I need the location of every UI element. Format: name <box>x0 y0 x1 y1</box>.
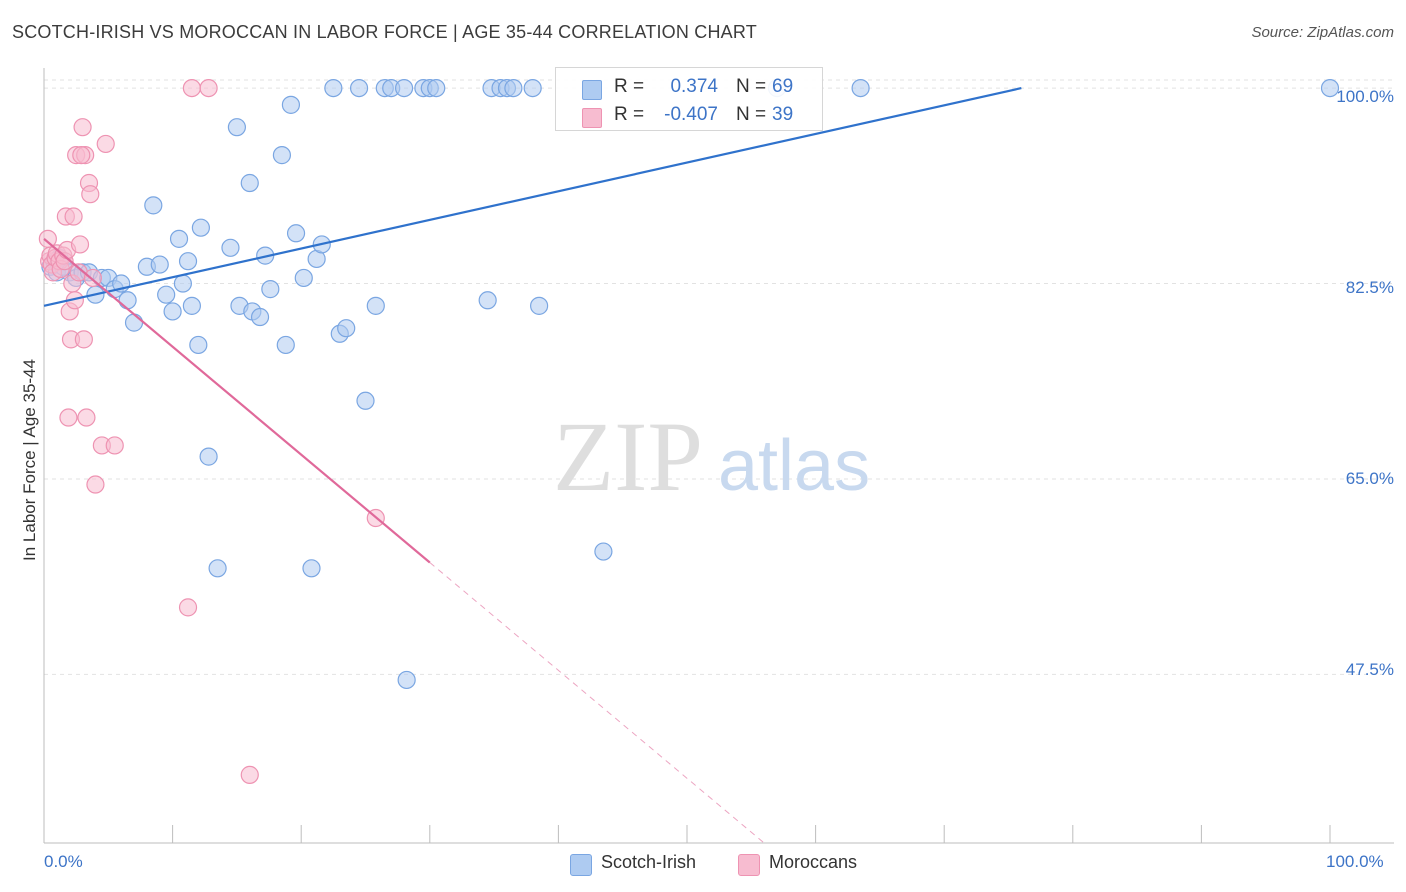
x-tick-label-100: 100.0% <box>1326 852 1384 871</box>
moroccan-point <box>182 79 201 98</box>
scotch-irish-point <box>118 291 137 310</box>
scotch-irish-point <box>189 335 208 355</box>
watermark-atlas: atlas <box>718 426 870 506</box>
legend-n-value: 39 <box>772 104 794 125</box>
scotch-irish-point <box>240 173 259 193</box>
moroccan-point <box>73 118 92 137</box>
moroccan-point <box>72 146 91 165</box>
x-tick-label-0: 0.0% <box>44 852 83 871</box>
scotch-irish-point <box>427 79 446 98</box>
moroccan-point <box>64 207 83 226</box>
y-tick-label-65: 65.0% <box>1345 469 1394 488</box>
legend-row-moroccans: R = -0.407 N = 39 <box>556 100 822 130</box>
correlation-legend: R = 0.374 N = 69 R = -0.407 N = 39 <box>555 67 823 131</box>
chart-title: SCOTCH-IRISH VS MOROCCAN IN LABOR FORCE … <box>12 22 757 42</box>
moroccan-point <box>96 134 115 154</box>
scotch-irish-point <box>337 319 356 338</box>
scotch-irish-point <box>144 196 163 215</box>
scotch-irish-point <box>227 118 246 137</box>
scotch-irish-point <box>394 79 414 98</box>
scotch-irish-point <box>286 224 306 243</box>
scotch-irish-point <box>356 391 375 410</box>
moroccan-point <box>178 598 198 617</box>
source-label: Source: ZipAtlas.com <box>1251 24 1394 41</box>
bottom-legend-moroccans: Moroccans <box>769 852 858 872</box>
scotch-irish-point <box>178 252 198 271</box>
scotch-irish-point <box>294 268 313 288</box>
y-tick-label-100: 100.0% <box>1336 87 1394 106</box>
legend-r-label: R = <box>614 76 645 97</box>
moroccan-point <box>86 475 105 494</box>
bottom-legend-scotch-irish: Scotch-Irish <box>601 852 697 872</box>
points-layer <box>38 79 1340 784</box>
scotch-irish-point <box>397 670 416 690</box>
moroccan-point <box>240 765 259 784</box>
watermark: ZIP atlas <box>553 401 870 512</box>
legend-n-label: N = <box>736 76 767 97</box>
scotch-irish-point <box>302 559 321 578</box>
moroccan-point <box>77 408 96 427</box>
moroccan-point <box>74 330 93 349</box>
legend-swatch-scotch-irish <box>582 80 602 100</box>
scotch-irish-point <box>261 280 280 299</box>
scotch-irish-point <box>324 79 343 98</box>
grid-layer <box>44 79 1394 675</box>
scotch-irish-point <box>150 255 169 274</box>
scotch-irish-point <box>191 218 210 237</box>
legend-n-value: 69 <box>772 76 794 97</box>
moroccan-trend-extension <box>429 562 765 844</box>
scotch-irish-point <box>173 274 192 293</box>
moroccan-point <box>59 408 78 427</box>
scotch-irish-point <box>250 307 270 327</box>
scotch-irish-point <box>523 79 542 98</box>
moroccan-point <box>105 436 124 455</box>
y-tick-label-47-5: 47.5% <box>1345 660 1394 679</box>
trend-layer <box>43 87 1022 844</box>
scotch-irish-point <box>169 229 189 248</box>
legend-n-label: N = <box>736 104 767 125</box>
scotch-irish-point <box>349 79 369 98</box>
scotch-irish-point <box>504 79 523 98</box>
scotch-irish-point <box>276 335 295 355</box>
scotch-irish-point <box>272 146 292 165</box>
scotch-irish-point <box>1320 79 1340 98</box>
scotch-irish-trend-line <box>43 87 1022 307</box>
scotch-irish-point <box>208 559 227 578</box>
bottom-legend-swatch-scotch-irish <box>570 854 592 876</box>
scotch-irish-point <box>281 95 301 114</box>
y-tick-label-82-5: 82.5% <box>1345 278 1394 297</box>
moroccan-point <box>70 235 90 254</box>
scotch-irish-point <box>366 296 385 315</box>
axis-layer <box>43 68 1394 844</box>
scotch-irish-point <box>221 238 240 257</box>
scotch-irish-point <box>182 296 201 315</box>
scotch-irish-point <box>478 291 497 310</box>
legend-r-label: R = <box>614 104 645 125</box>
scotch-irish-point <box>157 285 176 304</box>
moroccan-point <box>199 79 218 98</box>
moroccan-trend-line <box>43 238 431 564</box>
legend-r-value: 0.374 <box>670 76 718 97</box>
legend-swatch-moroccans <box>582 108 602 128</box>
bottom-legend-swatch-moroccans <box>738 854 760 876</box>
y-axis-label: In Labor Force | Age 35-44 <box>20 359 39 561</box>
legend-r-value: -0.407 <box>664 104 718 125</box>
scotch-irish-point <box>124 313 144 332</box>
scotch-irish-point <box>199 447 218 466</box>
scotch-irish-point <box>163 302 182 321</box>
scotch-irish-point <box>530 296 549 315</box>
legend-row-scotch-irish: R = 0.374 N = 69 <box>556 72 822 102</box>
watermark-zip: ZIP <box>553 401 703 512</box>
scotch-irish-point <box>594 542 613 561</box>
scotch-irish-point <box>851 79 870 98</box>
moroccan-point <box>81 185 100 204</box>
